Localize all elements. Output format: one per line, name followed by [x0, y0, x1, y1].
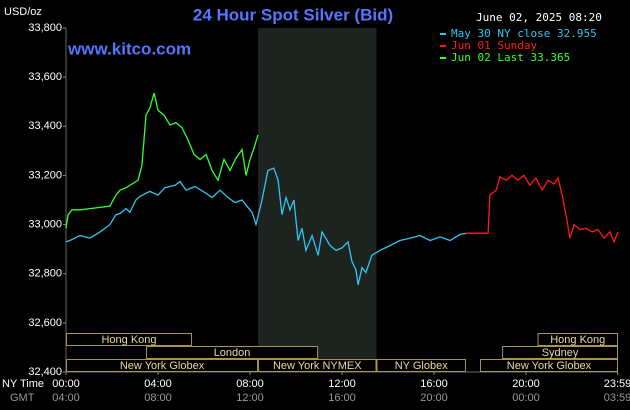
x-tick-label: 23:59: [604, 378, 630, 390]
session-bar: [480, 359, 618, 372]
x-tick-label: 04:00: [144, 378, 172, 390]
session-bar: [537, 333, 618, 346]
chart-title: 24 Hour Spot Silver (Bid): [193, 5, 393, 24]
session-bar: [502, 346, 618, 359]
legend-label: Jun 02 Last 33.365: [451, 51, 570, 64]
price-line: [65, 92, 259, 229]
x-tick-label: 12:00: [328, 378, 356, 390]
session-label: NY Globex: [395, 360, 448, 372]
x2-tick-label: 20:00: [420, 392, 448, 404]
x-tick-label: 20:00: [512, 378, 540, 390]
session-label: London: [214, 347, 251, 359]
x2-label: GMT: [10, 392, 35, 404]
y-tick-label: 32,800: [28, 268, 62, 280]
x-label: NY Time: [2, 378, 44, 390]
x-tick-label: 00:00: [52, 378, 80, 390]
x2-tick-label: 08:00: [144, 392, 172, 404]
session-bar: [146, 346, 319, 359]
timestamp: June 02, 2025 08:20: [476, 11, 602, 24]
session-label: Hong Kong: [101, 334, 156, 346]
session-label: New York Globex: [507, 360, 592, 372]
x2-tick-label: 00:00: [512, 392, 540, 404]
y-tick-label: 32,400: [28, 366, 62, 378]
session-bar: [66, 333, 193, 346]
y-tick-label: 33,600: [28, 71, 62, 83]
x2-tick-label: 04:00: [52, 392, 80, 404]
x-tick-label: 16:00: [420, 378, 448, 390]
x2-tick-label: 16:00: [328, 392, 356, 404]
y-tick-label: 33,200: [28, 169, 62, 181]
background-layer: [258, 28, 377, 372]
price-line: [466, 174, 619, 244]
session-bar: [258, 359, 377, 372]
session-label: New York NYMEX: [273, 360, 362, 372]
unit-label: USD/oz: [4, 6, 42, 18]
source: www.kitco.com: [67, 39, 191, 58]
session-label: Hong Kong: [550, 334, 605, 346]
legend-label: Jun 01 Sunday: [451, 39, 537, 52]
y-tick-label: 32,600: [28, 317, 62, 329]
session-bar: [376, 359, 466, 372]
y-tick-label: 33,800: [28, 22, 62, 34]
x-tick-label: 08:00: [236, 378, 264, 390]
session-bar: [66, 359, 259, 372]
session-shade: [258, 28, 377, 372]
session-label: Sydney: [542, 347, 579, 359]
y-tick-label: 33,000: [28, 218, 62, 230]
x2-tick-label: 12:00: [236, 392, 264, 404]
y-tick-label: 33,400: [28, 120, 62, 132]
legend-label: May 30 NY close 32.955: [451, 27, 597, 40]
price-line: [65, 167, 467, 285]
x2-tick-label: 03:59: [604, 392, 630, 404]
session-label: New York Globex: [120, 360, 205, 372]
